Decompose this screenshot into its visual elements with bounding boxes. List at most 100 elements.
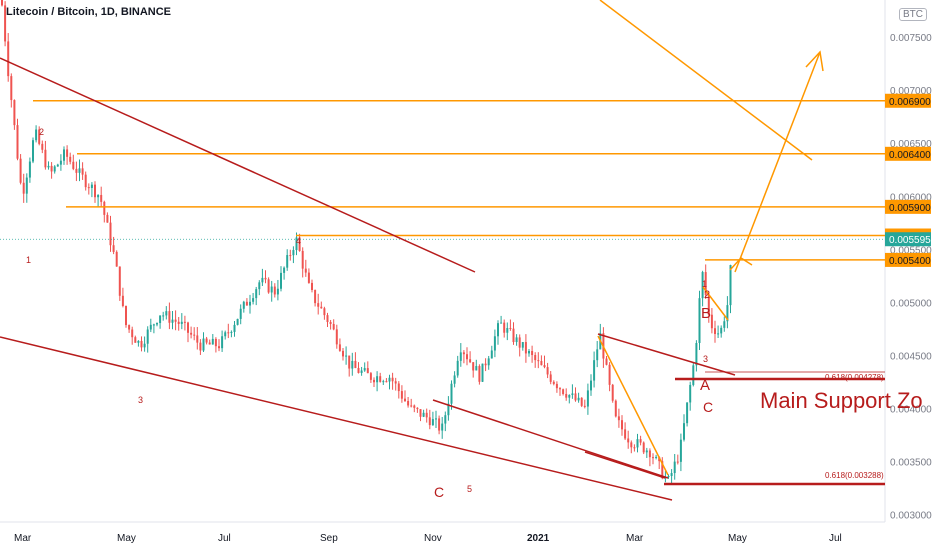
wave-label: 1 (702, 279, 707, 289)
candle-body (404, 398, 406, 401)
fib-lower-label: 0.618(0.003288) (825, 471, 884, 480)
candle-body (78, 168, 81, 173)
candle-body (230, 331, 233, 333)
candle-body (162, 315, 165, 317)
candle-body (627, 438, 630, 443)
candle-body (332, 323, 335, 330)
level-price-label: 0.005900 (889, 203, 931, 214)
candle-body (528, 351, 530, 354)
candle-body (469, 359, 472, 363)
candle-body (301, 250, 304, 269)
candle-body (286, 255, 289, 268)
candle-body (180, 321, 183, 324)
wave-label: B (701, 305, 711, 322)
candle-body (239, 308, 242, 319)
candle-body (723, 321, 726, 328)
candle-body (273, 286, 276, 295)
candle-body (283, 267, 286, 273)
candle-body (388, 377, 391, 382)
candle-body (679, 439, 682, 462)
candle-body (22, 182, 25, 194)
candle-body (28, 161, 31, 178)
candle-body (459, 352, 462, 361)
candle-body (196, 335, 199, 343)
candle-body (199, 342, 202, 351)
candle-body (63, 149, 65, 161)
candle-body (608, 364, 611, 385)
candle-body (363, 368, 366, 371)
candle-body (13, 100, 16, 126)
candle-body (152, 324, 155, 326)
candle-body (227, 332, 230, 334)
candle-body (338, 344, 341, 351)
candle-body (580, 397, 583, 406)
candle-body (121, 295, 124, 306)
candle-body (710, 314, 713, 329)
candle-body (146, 329, 149, 344)
candle-body (512, 328, 515, 343)
y-tick-label: 0.003000 (890, 511, 932, 522)
candle-body (614, 400, 617, 417)
x-tick-label: Mar (626, 533, 644, 544)
wave-line (597, 335, 669, 476)
candle-body (97, 194, 100, 198)
candle-body (506, 328, 509, 333)
candle-body (118, 266, 121, 296)
candle-body (692, 365, 695, 385)
candle-body (236, 318, 239, 325)
y-tick-label: 0.007500 (890, 33, 932, 44)
candle-body (466, 354, 468, 360)
candle-body (630, 442, 633, 448)
candle-body (16, 125, 19, 159)
candle-body (335, 329, 338, 345)
candle-body (276, 288, 279, 295)
level-price-label: 0.005400 (889, 256, 931, 267)
candle-body (400, 391, 403, 399)
candle-body (304, 268, 307, 273)
wave-label: 5 (467, 484, 472, 494)
currency-badge[interactable]: BTC (899, 8, 927, 21)
x-tick-label: May (117, 533, 136, 544)
wave-label: 3 (703, 354, 708, 364)
candle-body (593, 360, 596, 381)
candle-body (639, 439, 642, 443)
candle-body (131, 329, 134, 338)
candle-body (100, 194, 103, 202)
candle-body (518, 337, 521, 348)
candle-body (267, 279, 270, 293)
candle-body (143, 343, 146, 348)
wave-label: A (700, 377, 710, 394)
candle-body (311, 282, 313, 290)
candle-body (366, 368, 369, 374)
level-price-tag (885, 252, 931, 267)
candle-body (72, 161, 75, 169)
candle-body (456, 360, 459, 376)
candle-body (484, 363, 487, 366)
candle-body (487, 358, 490, 366)
candle-body (261, 277, 264, 283)
candle-body (537, 360, 540, 362)
candle-body (444, 415, 447, 424)
candle-body (698, 298, 701, 344)
candle-body (323, 308, 326, 316)
x-tick-label: Mar (14, 533, 32, 544)
candle-body (555, 383, 558, 389)
candle-body (503, 322, 506, 333)
candle-body (617, 416, 620, 421)
candle-body (621, 420, 623, 430)
y-tick-label: 0.006000 (890, 192, 932, 203)
trendline (597, 333, 736, 376)
candle-body (648, 450, 651, 458)
wave-line (702, 286, 729, 321)
candle-body (218, 346, 220, 349)
candle-body (652, 457, 654, 459)
candle-body (149, 324, 152, 330)
arrow-head (805, 50, 824, 72)
candle-body (447, 403, 450, 416)
candle-body (475, 366, 478, 371)
candle-body (435, 418, 437, 420)
candle-body (320, 306, 323, 309)
candle-body (695, 343, 698, 366)
y-tick-label: 0.007000 (890, 86, 932, 97)
